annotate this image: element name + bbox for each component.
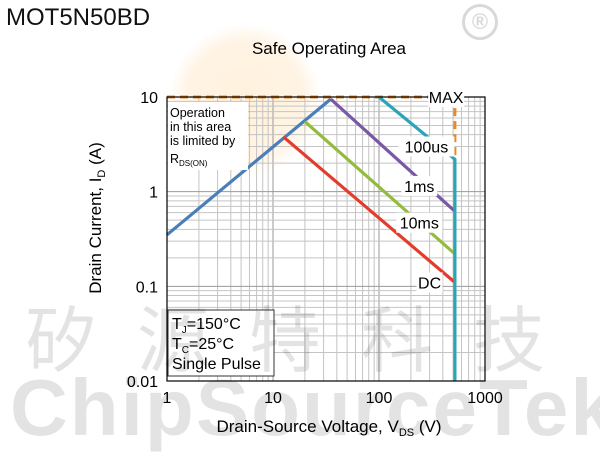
rds-note-line: Operation bbox=[170, 106, 225, 120]
curve-label-bg bbox=[416, 272, 443, 293]
curve-label: 100us bbox=[405, 139, 449, 156]
x-tick-label: 100 bbox=[366, 390, 393, 407]
tick-labels: 1 10 100 1000 0.01 0.1 1 10 bbox=[127, 90, 503, 407]
x-tick-label: 1 bbox=[163, 390, 172, 407]
condition-line: Single Pulse bbox=[172, 356, 261, 373]
y-tick-label: 10 bbox=[140, 90, 158, 107]
x-tick-label: 10 bbox=[264, 390, 282, 407]
rds-note-rds: RDS(ON) bbox=[170, 152, 208, 168]
watermark-chinese: 矽源特科技 bbox=[25, 299, 586, 383]
curve-label-bg bbox=[401, 175, 438, 196]
curve-label-bg bbox=[396, 212, 443, 233]
y-tick-label: 0.1 bbox=[136, 279, 158, 296]
curve-label-bg bbox=[428, 87, 465, 107]
plot-frame bbox=[166, 96, 486, 382]
curve-label: 1ms bbox=[404, 179, 434, 196]
series-line-10ms bbox=[282, 135, 456, 284]
rds-note-line: in this area bbox=[170, 120, 231, 134]
part-number: MOT5N50BD bbox=[6, 4, 151, 31]
y-tick-label: 1 bbox=[149, 185, 158, 202]
conditions-box-frame bbox=[167, 309, 275, 377]
y-axis-label: Drain Current, ID (A) bbox=[86, 142, 108, 294]
curve-labels: MAX 100us 1ms 10ms DC bbox=[396, 87, 465, 293]
rds-note-bg bbox=[168, 102, 248, 170]
chart-title: Safe Operating Area bbox=[252, 39, 407, 58]
rds-note-line: is limited by bbox=[170, 134, 236, 148]
watermark-english: ChipSourceTek bbox=[10, 363, 600, 452]
registered-mark: ® bbox=[462, 4, 498, 40]
condition-line: TC=25°C bbox=[172, 336, 234, 356]
series-line-rds-on- bbox=[165, 97, 332, 237]
curve-label-bg bbox=[398, 136, 455, 157]
curve-label: DC bbox=[418, 275, 441, 292]
curve-label: MAX bbox=[429, 90, 464, 107]
series-line-dc bbox=[377, 95, 457, 381]
x-tick-label: 1000 bbox=[467, 390, 503, 407]
y-tick-label: 0.01 bbox=[127, 374, 158, 391]
condition-line: TJ=150°C bbox=[172, 316, 241, 336]
x-axis-label: Drain-Source Voltage, VDS (V) bbox=[216, 417, 441, 439]
curve-label: 10ms bbox=[400, 216, 439, 233]
